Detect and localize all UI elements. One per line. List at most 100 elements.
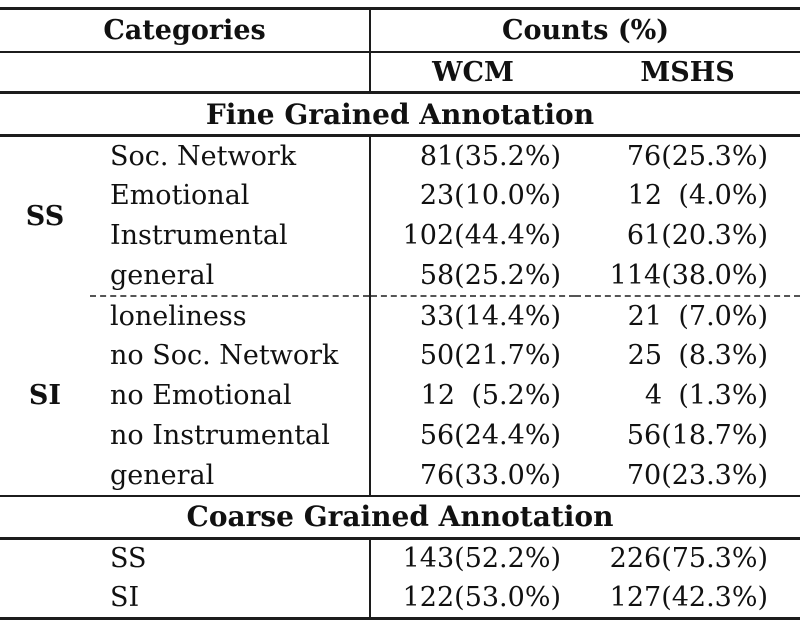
count-percent: (8.3%) [678, 340, 769, 371]
header-row: Categories Counts (%) [0, 7, 800, 53]
mshs-count-cell: 25 (8.3%) [575, 336, 800, 376]
category-cell: Emotional [110, 180, 250, 211]
fine-grained-section-heading-row: Fine Grained Annotation [0, 92, 800, 137]
category-cell: SI [90, 578, 371, 620]
category-cell: no Instrumental [110, 420, 330, 451]
count-value: 70 [626, 459, 662, 491]
category-cell: Instrumental [110, 220, 288, 251]
table-row: Instrumental 102(44.4%) 61(20.3%) [0, 215, 800, 256]
fine-grained-section-title: Fine Grained Annotation [0, 92, 800, 137]
count-percent: (7.0%) [678, 300, 769, 332]
group-label-si: SI [28, 379, 62, 411]
empty-header-cell [0, 52, 371, 94]
mshs-count-cell: 12 (4.0%) [575, 176, 800, 216]
count-percent: (21.7%) [454, 340, 562, 371]
count-value: 143 [402, 543, 455, 575]
count-value: 114 [609, 259, 662, 291]
wcm-header: WCM [369, 52, 576, 94]
count-percent: (14.4%) [454, 300, 562, 332]
count-percent: (42.3%) [661, 581, 769, 613]
wcm-count-cell: 58(25.2%) [369, 255, 576, 297]
wcm-count-cell: 56(24.4%) [369, 415, 576, 456]
coarse-grained-section-title: Coarse Grained Annotation [0, 494, 800, 540]
wcm-count-cell: 50(21.7%) [369, 335, 576, 376]
table-row: no Soc. Network 50(21.7%) 25 (8.3%) [0, 335, 800, 376]
categories-header: Categories [0, 7, 371, 53]
mshs-count-cell: 4 (1.3%) [575, 376, 800, 416]
category-cell: general [90, 255, 371, 297]
mshs-count-cell: 70(23.3%) [575, 455, 800, 497]
category-cell: no Emotional [110, 380, 292, 411]
wcm-count-cell: 76(33.0%) [369, 455, 576, 497]
mshs-count-cell: 114(38.0%) [575, 255, 800, 297]
mshs-count-cell: 21 (7.0%) [575, 296, 800, 336]
count-value: 58 [419, 259, 455, 291]
count-percent: (75.3%) [661, 543, 769, 575]
mshs-count-cell: 76(25.3%) [575, 136, 800, 176]
count-percent: (1.3%) [678, 380, 769, 411]
count-percent: (33.0%) [454, 459, 562, 491]
mshs-count-cell: 56(18.7%) [575, 416, 800, 456]
count-percent: (25.2%) [454, 259, 562, 291]
count-value: 50 [419, 340, 455, 371]
table-row: SI 122(53.0%) 127(42.3%) [0, 578, 800, 620]
wcm-count-cell: 33(14.4%) [369, 295, 576, 336]
count-value: 12 [627, 180, 663, 211]
table-row: Emotional 23(10.0%) 12 (4.0%) [0, 175, 800, 216]
wcm-count-cell: 12 (5.2%) [369, 375, 576, 416]
count-percent: (20.3%) [661, 220, 769, 251]
count-percent: (44.4%) [454, 220, 562, 251]
empty-cell [0, 538, 90, 578]
count-percent: (18.7%) [661, 420, 769, 451]
mshs-count-cell: 226(75.3%) [575, 538, 800, 578]
coarse-grained-section-heading-row: Coarse Grained Annotation [0, 494, 800, 540]
count-value: 76 [419, 459, 455, 491]
table-row: no Instrumental 56(24.4%) 56(18.7%) [0, 415, 800, 456]
count-value: 12 [420, 380, 456, 411]
counts-header: Counts (%) [369, 7, 800, 53]
wcm-count-cell: 122(53.0%) [369, 578, 576, 620]
count-value: 127 [609, 581, 662, 613]
count-value: 81 [419, 140, 455, 172]
count-percent: (23.3%) [661, 459, 769, 491]
mshs-header: MSHS [575, 52, 800, 94]
category-cell: general [90, 455, 371, 497]
dataset-header-row: WCM MSHS [0, 52, 800, 94]
table-row: SI loneliness 33(14.4%) 21 (7.0%) [0, 295, 800, 411]
category-cell: no Soc. Network [110, 340, 339, 371]
count-percent: (53.0%) [454, 581, 562, 613]
annotation-counts-table: Categories Counts (%) WCM MSHS Fine Grai… [0, 7, 800, 620]
count-value: 23 [419, 180, 455, 211]
table-row: general 58(25.2%) 114(38.0%) [0, 255, 800, 297]
count-value: 4 [644, 380, 663, 411]
table-row: general 76(33.0%) 70(23.3%) [0, 455, 800, 497]
category-cell: SS [110, 543, 147, 575]
mshs-count-cell: 61(20.3%) [575, 216, 800, 256]
wcm-count-cell: 102(44.4%) [369, 215, 576, 256]
group-label-ss: SS [25, 200, 65, 232]
table-row: no Emotional 12 (5.2%) 4 (1.3%) [0, 375, 800, 416]
count-percent: (52.2%) [454, 543, 562, 575]
count-percent: (25.3%) [661, 140, 769, 172]
empty-cell [0, 578, 90, 620]
count-percent: (35.2%) [454, 140, 562, 172]
count-value: 33 [419, 300, 455, 332]
count-percent: (10.0%) [454, 180, 562, 211]
count-percent: (24.4%) [454, 420, 562, 451]
count-value: 56 [626, 420, 662, 451]
count-value: 56 [419, 420, 455, 451]
count-value: 102 [402, 220, 455, 251]
wcm-count-cell: 143(52.2%) [369, 538, 576, 578]
wcm-count-cell: 81(35.2%) [369, 135, 576, 176]
count-value: 25 [627, 340, 663, 371]
table-row: SS 143(52.2%) 226(75.3%) [0, 538, 800, 578]
count-percent: (38.0%) [661, 259, 769, 291]
count-percent: (5.2%) [471, 380, 562, 411]
count-value: 61 [626, 220, 662, 251]
count-percent: (4.0%) [678, 180, 769, 211]
table-row: SS Soc. Network 81(35.2%) 76(25.3%) [0, 135, 800, 232]
count-value: 226 [609, 543, 662, 575]
wcm-count-cell: 23(10.0%) [369, 175, 576, 216]
count-value: 76 [626, 140, 662, 172]
